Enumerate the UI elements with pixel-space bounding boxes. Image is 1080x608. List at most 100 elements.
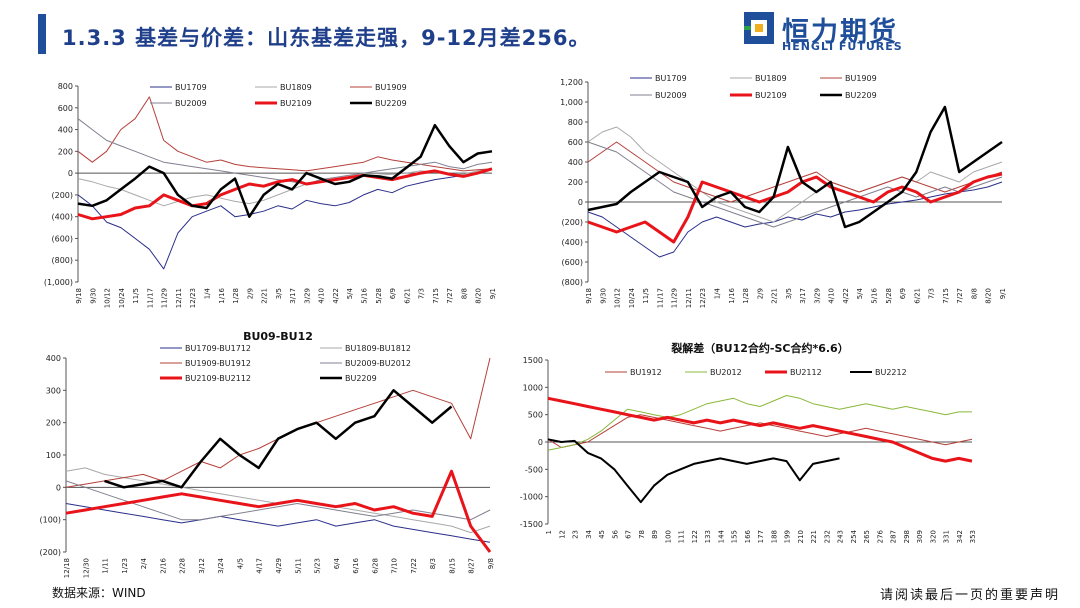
- y-tick-label: 0: [578, 198, 583, 207]
- x-tick-label: 3/5: [785, 288, 793, 299]
- x-tick-label: 45: [598, 530, 606, 539]
- x-tick-label: 210: [797, 530, 805, 543]
- y-tick-label: 1,200: [560, 78, 583, 87]
- chart-spread-09-12: BU09-BU12 400 300 200 100 0 (100) (200) 12/18 12/…: [30, 328, 500, 578]
- x-tick-label: 7/27: [446, 288, 454, 304]
- header-accent-bar: [38, 14, 46, 54]
- y-tick-label: 600: [58, 104, 73, 113]
- x-tick-label: 4/17: [256, 558, 264, 574]
- x-tick-label: 5/4: [346, 287, 354, 299]
- logo-name-en: HENGLI FUTURES: [782, 40, 903, 53]
- x-tick-label: 177: [757, 530, 765, 543]
- x-tick-label: 8/8: [970, 288, 978, 299]
- x-tick-label: 4/10: [318, 288, 326, 304]
- series-line: [77, 96, 493, 172]
- legend-label: BU2109: [755, 91, 787, 100]
- x-tick-label: 11/17: [656, 288, 664, 308]
- x-tick-label: 6/21: [403, 288, 411, 304]
- x-tick-label: 89: [651, 530, 659, 539]
- x-tick-label: 5/4: [856, 287, 864, 299]
- legend-label: BU1909: [375, 83, 407, 92]
- x-tick-label: 7/3: [928, 288, 936, 299]
- y-tick-label: 200: [46, 419, 61, 428]
- series-line: [587, 126, 1003, 223]
- x-tick-label: 78: [638, 530, 646, 539]
- y-tick-label: 0: [538, 438, 543, 447]
- x-tick-label: 8/27: [468, 558, 476, 574]
- x-tick-label: 287: [890, 530, 898, 543]
- legend-label: BU1709-BU1712: [185, 344, 251, 353]
- series-line: [65, 480, 491, 521]
- y-tick-label: (600): [51, 234, 73, 243]
- x-tick-label: 8/20: [475, 288, 483, 304]
- series-line: [587, 105, 1003, 229]
- chart-spread-09-12-svg: BU09-BU12 400 300 200 100 0 (100) (200)12/18 12/…: [39, 330, 495, 578]
- x-tick-label: 276: [876, 529, 884, 543]
- x-tick-label: 3/17: [799, 288, 807, 304]
- y-tick-label: 500: [528, 411, 543, 420]
- legend-label: BU2112: [790, 368, 822, 377]
- x-tick-label: 2/16: [159, 557, 167, 573]
- x-tick-label: 12/11: [685, 288, 693, 308]
- x-tick-label: 7/10: [391, 558, 399, 574]
- x-tick-label: 5/11: [294, 558, 302, 574]
- x-tick-label: 7/15: [432, 288, 440, 304]
- x-tick-label: 1/4: [713, 287, 721, 299]
- chart-basis-2: 1,200 1,000 800 600 400 200 0 (200) (400) (600) (8…: [540, 70, 1010, 325]
- y-tick-label: (800): [561, 278, 583, 287]
- x-tick-label: 3/24: [217, 557, 225, 573]
- x-tick-label: 3/29: [303, 288, 311, 304]
- y-tick-label: (100): [39, 516, 61, 525]
- y-tick-label: 400: [46, 354, 61, 363]
- x-tick-label: 1/4: [203, 287, 211, 299]
- disclaimer: 请阅读最后一页的重要声明: [880, 588, 1061, 603]
- x-tick-label: 9/1: [999, 288, 1007, 299]
- x-tick-label: 8/15: [448, 558, 456, 574]
- y-tick-label: -500: [525, 465, 543, 474]
- y-tick-label: (400): [51, 213, 73, 222]
- x-tick-label: 11/5: [132, 288, 140, 304]
- chart-crack-spread-svg: 裂解差（BU12合约-SC合约*6.6） 1500 1000 500 0 -500 -100…: [520, 341, 977, 543]
- series-line: [547, 414, 973, 448]
- legend-label: BU2009: [175, 99, 207, 108]
- y-tick-label: -1500: [520, 520, 543, 529]
- x-tick-label: 2/28: [179, 558, 187, 574]
- x-tick-label: 9/30: [89, 288, 97, 304]
- x-tick-label: 1/23: [121, 558, 129, 574]
- x-tick-label: 12: [558, 530, 566, 539]
- x-tick-label: 5/16: [871, 287, 879, 303]
- x-tick-label: 12/23: [699, 288, 707, 308]
- x-tick-label: 5/16: [361, 287, 369, 303]
- x-tick-label: 34: [585, 529, 593, 538]
- x-tick-label: 243: [837, 530, 845, 543]
- x-tick-label: 9/18: [585, 288, 593, 304]
- logo-name: 恒力期货: [782, 17, 898, 48]
- x-tick-label: 11/5: [642, 288, 650, 304]
- legend-label: BU1709: [175, 83, 207, 92]
- x-tick-label: 4/22: [842, 288, 850, 304]
- y-tick-label: (400): [561, 238, 583, 247]
- y-tick-label: 400: [58, 126, 73, 135]
- legend-label: BU2109-BU2112: [185, 374, 251, 383]
- x-tick-label: 2/4: [140, 557, 148, 569]
- x-tick-label: 155: [731, 530, 739, 543]
- chart-crack-spread: 裂解差（BU12合约-SC合约*6.6） 1500 1000 500 0 -500 -100…: [510, 328, 1000, 578]
- series-line: [65, 503, 491, 543]
- x-tick-label: 6/9: [899, 288, 907, 299]
- x-tick-label: 331: [943, 530, 951, 543]
- chart-title: 裂解差（BU12合约-SC合约*6.6）: [670, 341, 848, 355]
- y-tick-label: (200): [39, 548, 61, 557]
- x-tick-label: 23: [572, 530, 580, 539]
- y-tick-label: (800): [51, 256, 73, 265]
- x-tick-label: 5/28: [885, 288, 893, 304]
- legend-label: BU2012: [710, 368, 742, 377]
- legend-label: BU1809-BU1812: [345, 344, 411, 353]
- x-tick-label: 9/8: [487, 558, 495, 569]
- y-tick-label: (600): [561, 258, 583, 267]
- series-line: [547, 396, 973, 463]
- x-tick-label: 10/24: [118, 287, 126, 308]
- x-tick-label: 342: [956, 530, 964, 543]
- page-title: 1.3.3 基差与价差：山东基差走强，9-12月差256。: [62, 26, 591, 50]
- y-tick-label: 1,000: [560, 98, 583, 107]
- series-line: [77, 123, 493, 218]
